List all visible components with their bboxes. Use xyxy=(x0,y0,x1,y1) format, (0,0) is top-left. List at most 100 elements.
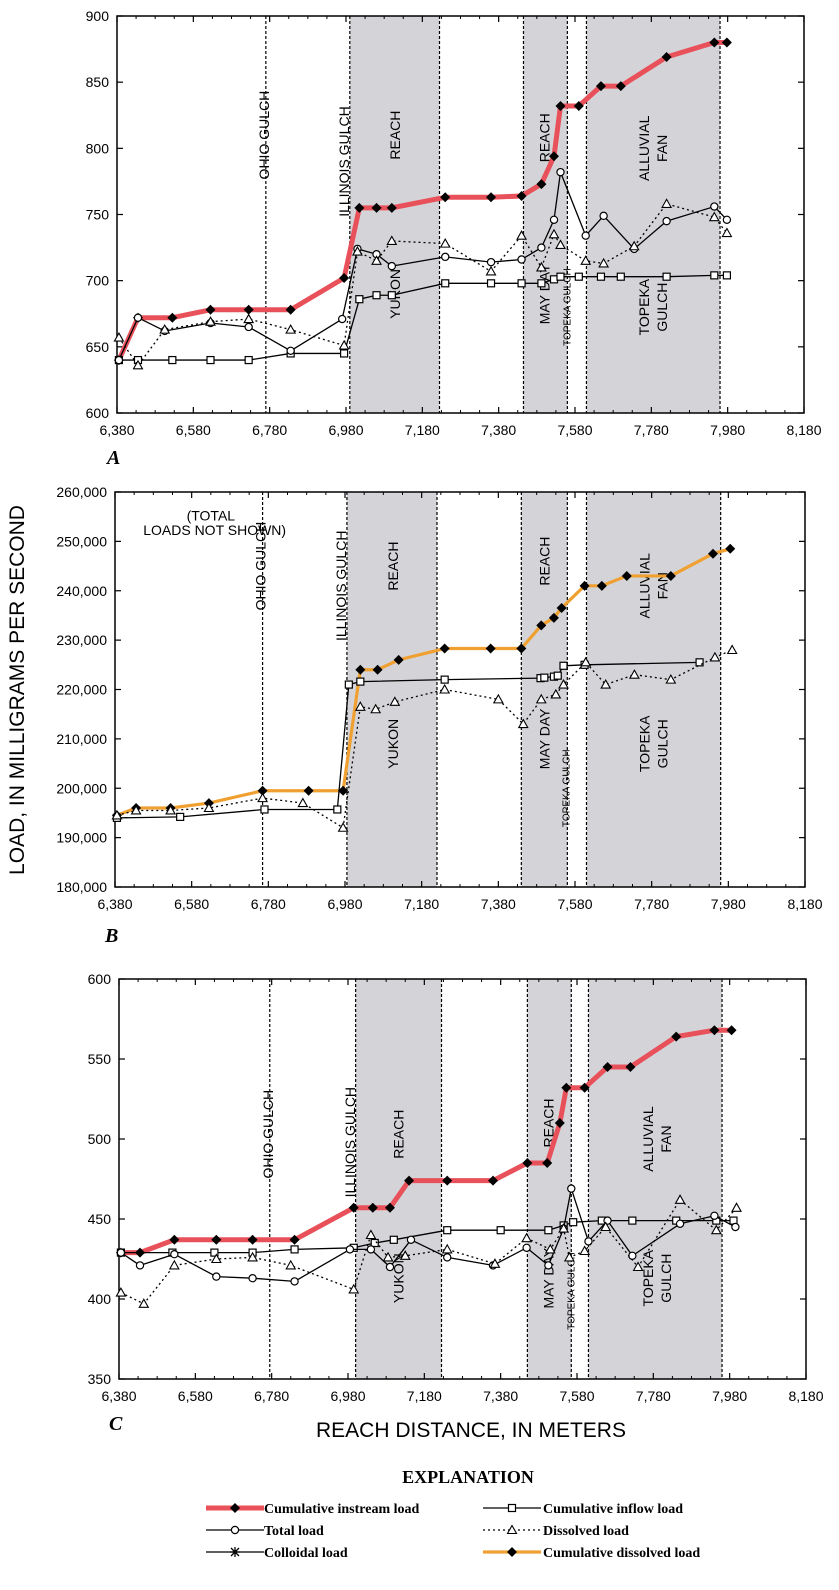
data-point-cum_inflow xyxy=(356,677,365,686)
legend-items: Cumulative instream load Cumulative inflo… xyxy=(206,1502,700,1561)
data-point-cum_instream xyxy=(247,1234,258,1245)
data-point-cum_inflow xyxy=(569,1218,578,1227)
x-tick-label: 7,380 xyxy=(483,1388,518,1404)
data-point-dissolved xyxy=(399,1250,411,1260)
data-point-cum_instream xyxy=(404,1175,415,1186)
legend-label: Cumulative dissolved load xyxy=(543,1546,700,1561)
data-point-total xyxy=(114,355,124,365)
data-point-cum_instream xyxy=(386,202,397,213)
data-point-cum_instream xyxy=(542,1158,553,1168)
data-point-dissolved xyxy=(132,359,144,370)
data-point-cum_inflow xyxy=(344,680,353,689)
data-point-dissolved xyxy=(243,313,255,324)
data-point-cum_instream xyxy=(440,192,451,203)
data-point-cum_dissolved xyxy=(725,543,736,554)
data-point-dissolved xyxy=(370,703,382,714)
x-tick-label: 6,780 xyxy=(252,422,287,438)
data-point-cum_dissolved xyxy=(257,785,268,796)
chart-panel-c: 6,380 6,580 6,780 6,980 7,180 7,380 7,580 7,780… xyxy=(88,971,824,1435)
data-point-total xyxy=(133,313,143,322)
explanation-legend: EXPLANATION Cumulative instream load Cumu… xyxy=(206,1467,700,1561)
data-point-dissolved xyxy=(721,227,733,238)
region-label: MAY DAY xyxy=(536,263,552,324)
x-tick-label: 6,980 xyxy=(330,1388,365,1404)
data-point-cum_inflow xyxy=(443,1226,452,1235)
data-point-total xyxy=(581,231,590,240)
data-point-cum_inflow xyxy=(662,272,671,281)
y-tick-label: 220,000 xyxy=(56,682,107,698)
data-point-cum_dissolved xyxy=(579,580,590,591)
data-point-dissolved xyxy=(521,1232,533,1243)
data-point-total xyxy=(406,1235,416,1245)
y-tick-label: 350 xyxy=(88,1371,112,1387)
data-point-total xyxy=(337,314,347,324)
data-point-dissolved xyxy=(661,198,673,208)
data-point-cum_dissolved xyxy=(548,612,559,623)
data-point-total xyxy=(286,346,295,356)
data-point-total xyxy=(366,1245,376,1254)
x-tick-label: 7,580 xyxy=(557,422,592,438)
data-point-dissolved xyxy=(726,644,738,655)
shaded-reach xyxy=(588,979,723,1379)
data-point-cum_instream xyxy=(167,312,178,323)
data-point-cum_inflow xyxy=(244,355,253,365)
y-tick-label: 600 xyxy=(88,971,112,987)
data-point-cum_dissolved xyxy=(393,654,404,665)
data-point-cum_instream xyxy=(289,1234,300,1245)
region-label: REACH xyxy=(390,1110,406,1159)
data-point-cum_instream xyxy=(205,304,216,315)
data-point-dissolved xyxy=(674,1194,686,1204)
chart-panels: 6,380 6,580 6,780 6,980 7,180 7,380 7,580 7,780… xyxy=(56,8,823,1435)
x-tick-label: 7,580 xyxy=(559,1388,594,1404)
legend-marker-colloidal xyxy=(230,1547,240,1557)
data-point-total xyxy=(584,1237,593,1246)
legend-marker-cum_dissolved xyxy=(507,1547,517,1557)
data-point-cum_inflow xyxy=(389,1235,398,1244)
x-tick-label: 6,380 xyxy=(97,896,132,912)
y-tick-label: 210,000 xyxy=(56,731,107,747)
data-point-cum_dissolved xyxy=(665,570,676,581)
data-point-cum_inflow xyxy=(616,272,625,281)
data-point-dissolved xyxy=(548,228,560,239)
data-point-dissolved xyxy=(535,261,547,272)
region-label: FAN xyxy=(654,135,670,162)
chart-note: (TOTAL xyxy=(187,508,236,524)
data-point-cum_dissolved xyxy=(536,620,547,631)
legend-label: Total load xyxy=(264,1524,324,1539)
data-point-dissolved xyxy=(348,1283,360,1294)
data-point-cum_inflow xyxy=(517,279,526,288)
data-point-cum_inflow xyxy=(339,349,349,358)
data-point-cum_inflow xyxy=(574,272,583,281)
data-point-cum_instream xyxy=(367,1202,378,1213)
x-tick-label: 6,580 xyxy=(178,1388,213,1404)
region-label: REACH xyxy=(536,537,552,586)
data-point-dissolved xyxy=(579,1245,591,1256)
y-tick-label: 700 xyxy=(86,273,110,289)
data-point-dissolved xyxy=(516,230,528,240)
data-point-dissolved xyxy=(628,240,640,251)
data-point-dissolved xyxy=(580,255,592,265)
x-tick-label: 7,380 xyxy=(481,422,516,438)
data-point-total xyxy=(443,1253,452,1262)
data-point-dissolved xyxy=(580,656,592,667)
chart-panel-a: 6,380 6,580 6,780 6,980 7,180 7,380 7,580 7,780… xyxy=(86,8,822,469)
data-point-cum_inflow xyxy=(722,271,732,280)
data-point-dissolved xyxy=(600,1221,612,1232)
region-label: OHIO GULCH xyxy=(260,1090,276,1179)
data-point-cum_dissolved xyxy=(596,580,607,591)
data-point-cum_instream xyxy=(348,1202,359,1213)
data-point-cum_instream xyxy=(339,273,350,284)
data-point-total xyxy=(675,1219,685,1229)
data-point-cum_instream xyxy=(488,1175,499,1186)
x-tick-label: 6,580 xyxy=(176,422,211,438)
data-point-dissolved xyxy=(382,1251,394,1262)
y-tick-label: 800 xyxy=(86,140,110,156)
series-line-cum_inflow xyxy=(118,274,727,361)
data-point-total xyxy=(441,252,450,262)
data-point-cum_inflow xyxy=(596,272,606,281)
series-line-cum_instream xyxy=(116,39,727,362)
data-point-dissolved xyxy=(365,1229,377,1240)
series-line-cum_dissolved xyxy=(116,547,731,817)
data-point-cum_inflow xyxy=(176,812,185,821)
y-tick-label: 450 xyxy=(88,1211,112,1227)
